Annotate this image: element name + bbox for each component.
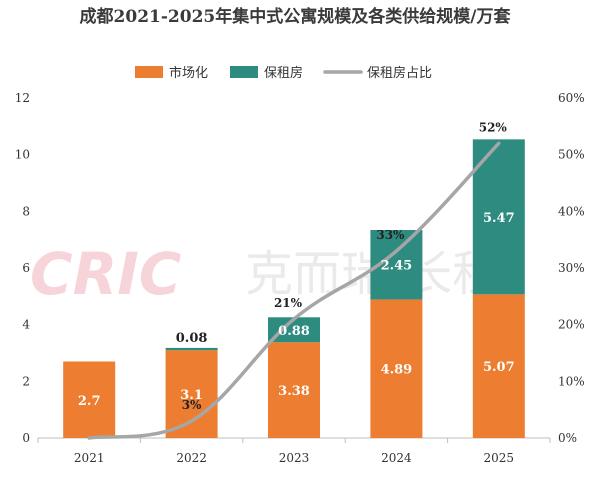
legend: 市场化 保租房 保租房占比 [135, 65, 432, 81]
legend-item-affordable-swatch [230, 66, 258, 78]
bar-value-label: 0.88 [278, 324, 310, 339]
bar-value-label: 5.47 [483, 211, 515, 226]
y2-tick-label: 60% [558, 91, 585, 105]
y-tick-label: 0 [22, 431, 30, 445]
y2-tick-label: 50% [558, 148, 585, 162]
watermark: CRIC 克而瑞·长租 [30, 240, 500, 308]
ratio-value-label: 33% [376, 228, 405, 242]
y-tick-label: 8 [22, 204, 30, 218]
watermark-logo: CRIC [30, 240, 181, 308]
y-axis-left: 0 2 4 6 8 10 12 [15, 91, 31, 445]
bar-value-label: 3.38 [278, 384, 310, 399]
x-tick-label: 2022 [176, 451, 207, 465]
ratio-value-label: 52% [479, 120, 508, 134]
bar-market [370, 299, 423, 438]
bar-value-label: 0.08 [176, 331, 208, 346]
bar-market [268, 342, 320, 438]
line-series [87, 141, 501, 440]
x-tick-label: 2023 [279, 451, 310, 465]
y-tick-label: 12 [15, 91, 30, 105]
bar-value-label: 3.1 [180, 388, 203, 403]
chart-title: 成都2021-2025年集中式公寓规模及各类供给规模/万套 [80, 6, 512, 27]
bar-value-label: 5.07 [483, 360, 515, 375]
x-tick-label: 2024 [381, 451, 412, 465]
legend-item-affordable-label: 保租房 [264, 65, 303, 81]
x-tick-label: 2025 [484, 451, 515, 465]
legend-item-market-label: 市场化 [169, 65, 208, 81]
y2-tick-label: 20% [558, 318, 585, 332]
legend-item-market-swatch [135, 66, 163, 78]
y2-tick-label: 10% [558, 374, 585, 388]
ratio-value-label: 21% [274, 296, 303, 310]
y2-tick-label: 40% [558, 204, 585, 218]
bars [63, 139, 525, 438]
y-tick-label: 4 [22, 318, 30, 332]
x-tick-label: 2021 [74, 451, 105, 465]
bar-value-label: 4.89 [381, 363, 413, 378]
bar-market [165, 350, 218, 438]
bar-value-label: 2.7 [78, 394, 101, 409]
y-axis-right: 0% 10% 20% 30% 40% 50% 60% [558, 91, 585, 445]
y2-tick-label: 30% [558, 261, 585, 275]
bar-affordable [165, 347, 218, 351]
legend-item-ratio-label: 保租房占比 [367, 65, 432, 81]
bar-market [63, 361, 116, 438]
bar-affordable [268, 317, 320, 343]
ratio-value-label: 3% [182, 398, 202, 412]
y2-tick-label: 0% [558, 431, 577, 445]
bar-value-label: 2.45 [381, 259, 413, 274]
y-tick-label: 6 [22, 261, 30, 275]
y-tick-label: 10 [15, 148, 30, 162]
bar-market [472, 294, 525, 438]
data-labels: 2.7 3.1 0.08 3.38 0.88 4.89 2.45 5.07 5.47 3% 21% 3… [78, 120, 515, 412]
x-axis: 2021 2022 2023 2024 2025 [37, 437, 551, 465]
bar-affordable [472, 139, 525, 295]
y-tick-label: 2 [22, 374, 30, 388]
